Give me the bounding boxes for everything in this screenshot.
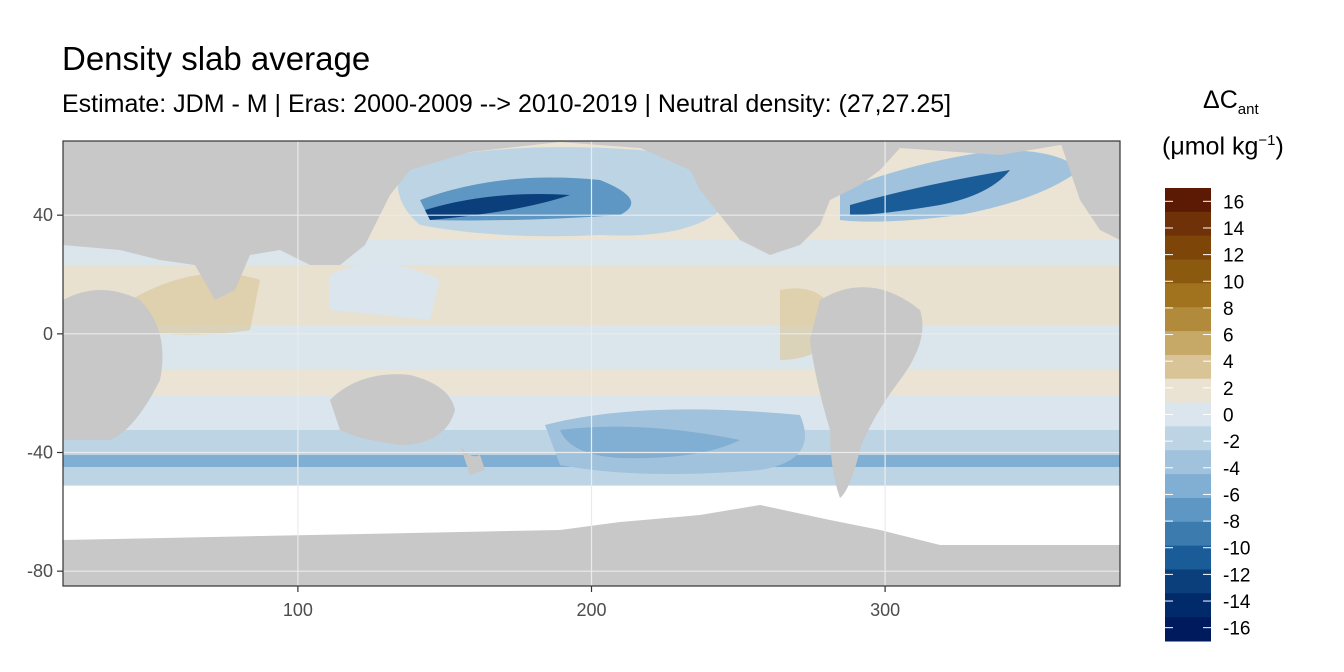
legend-color-swatch bbox=[1165, 569, 1211, 594]
legend-color-swatch bbox=[1165, 259, 1211, 284]
legend-color-swatch bbox=[1165, 211, 1211, 237]
x-tick-label: 200 bbox=[576, 600, 606, 620]
legend-color-swatch bbox=[1165, 617, 1211, 642]
plot-subtitle: Estimate: JDM - M | Eras: 2000-2009 --> … bbox=[62, 90, 952, 118]
legend-color-swatch bbox=[1165, 426, 1211, 451]
legend-label: 8 bbox=[1223, 299, 1234, 320]
legend-label: -14 bbox=[1223, 592, 1251, 613]
legend-label: -8 bbox=[1223, 512, 1240, 533]
legend-unit-prefix: (μmol kg bbox=[1162, 132, 1259, 161]
y-tick-label: -40 bbox=[27, 443, 53, 463]
legend-title-variable: ΔCant bbox=[1203, 86, 1259, 118]
gridlines bbox=[63, 141, 1120, 586]
legend-unit-suffix: ) bbox=[1275, 132, 1284, 161]
legend-unit-superscript: −1 bbox=[1258, 132, 1276, 149]
legend-title-symbol: ΔC bbox=[1203, 86, 1238, 114]
legend-color-swatch bbox=[1165, 188, 1211, 213]
legend-color-swatch bbox=[1165, 497, 1211, 523]
legend-color-swatch bbox=[1165, 235, 1211, 261]
legend-color-swatch bbox=[1165, 283, 1211, 308]
legend-label: 4 bbox=[1223, 352, 1234, 373]
legend-color-swatch bbox=[1165, 521, 1211, 547]
plot-title: Density slab average bbox=[62, 40, 371, 77]
legend-title-subscript: ant bbox=[1237, 101, 1259, 118]
legend-label: 6 bbox=[1223, 326, 1234, 347]
legend-color-swatch bbox=[1165, 354, 1211, 380]
legend-label: -10 bbox=[1223, 539, 1250, 560]
legend-color-swatch bbox=[1165, 307, 1211, 332]
legend-color-swatch bbox=[1165, 545, 1211, 570]
x-tick-label: 300 bbox=[870, 600, 900, 620]
legend-label: -2 bbox=[1223, 432, 1240, 453]
legend-label: -4 bbox=[1223, 459, 1240, 480]
land-africa bbox=[63, 290, 163, 440]
color-legend: 16 14 12 10 8 6 4 2 0 -2 -4 -6 -8 -10 -12 -14 -16 bbox=[1165, 188, 1251, 642]
legend-label: 14 bbox=[1223, 219, 1245, 240]
ocean-field-south-pacific-core bbox=[560, 426, 740, 459]
legend-color-swatch bbox=[1165, 378, 1211, 404]
legend-color-swatch bbox=[1165, 593, 1211, 618]
legend-label: 16 bbox=[1223, 192, 1244, 213]
legend-color-swatch bbox=[1165, 331, 1211, 356]
legend-label: 10 bbox=[1223, 272, 1244, 293]
legend-label: -12 bbox=[1223, 565, 1250, 586]
legend-label: 0 bbox=[1223, 406, 1234, 427]
y-tick-label: -80 bbox=[27, 561, 53, 581]
land-south-america bbox=[810, 287, 923, 498]
x-tick-label: 100 bbox=[283, 600, 313, 620]
legend-color-swatch bbox=[1165, 450, 1211, 475]
land-eurasia-north-america bbox=[63, 141, 1120, 300]
legend-label: -16 bbox=[1223, 619, 1250, 640]
legend-label: -6 bbox=[1223, 485, 1240, 506]
y-tick-label: 0 bbox=[43, 324, 53, 344]
land-australia bbox=[330, 374, 455, 445]
ocean-field-north-atlantic-core bbox=[850, 170, 1010, 215]
legend-label: 12 bbox=[1223, 246, 1244, 267]
map-panel bbox=[63, 141, 1120, 586]
ocean-field-north-pacific-core bbox=[425, 194, 570, 220]
y-tick-label: 40 bbox=[33, 205, 53, 225]
ocean-field-indonesian bbox=[330, 263, 440, 320]
legend-title-unit: (μmol kg−1) bbox=[1162, 132, 1284, 161]
legend-label: 2 bbox=[1223, 379, 1234, 400]
